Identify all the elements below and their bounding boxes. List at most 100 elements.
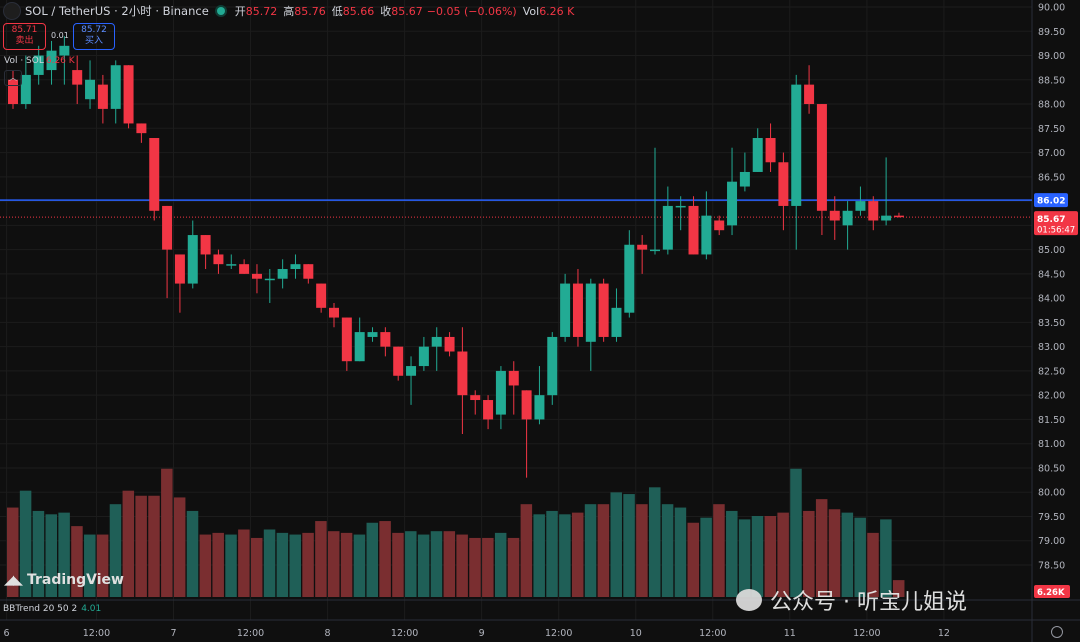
buy-price: 85.72 <box>81 25 107 35</box>
candle-body <box>893 215 904 218</box>
volume-bar <box>738 519 751 597</box>
candle-body <box>868 201 879 221</box>
candle-body <box>881 215 892 221</box>
candle-body <box>714 220 725 231</box>
volume-bar <box>571 512 584 597</box>
volume-bar <box>328 531 340 597</box>
gear-icon[interactable] <box>1051 626 1063 638</box>
volume-bar <box>546 510 558 597</box>
volume-bar <box>469 537 481 597</box>
candle-body <box>611 307 622 337</box>
volume-bar <box>225 534 237 597</box>
time-tick-label: 12 <box>938 628 950 639</box>
tradingview-text: TradingView <box>27 572 124 588</box>
watermark-text: 公众号 · 听宝儿姐说 <box>770 590 967 615</box>
close-label: 收 <box>380 5 392 18</box>
candle-body <box>662 205 673 250</box>
volume-bar <box>841 512 854 597</box>
volume-bar <box>289 534 301 597</box>
volume-bar <box>777 512 789 597</box>
bbtrend-value: 4.01 <box>81 604 102 614</box>
candle-body <box>341 317 352 362</box>
volume-bar <box>353 534 366 597</box>
candle-body <box>650 249 660 252</box>
candle-body <box>136 123 147 134</box>
open-value: 85.72 <box>245 4 278 18</box>
sell-label: 卖出 <box>15 36 34 46</box>
candle-body <box>752 138 763 172</box>
time-tick-label: 11 <box>784 628 796 639</box>
price-tick-label: 87.50 <box>1038 124 1065 135</box>
candle-body <box>778 162 789 206</box>
price-tick-label: 86.50 <box>1038 172 1065 183</box>
bbtrend-label: BBTrend 20 50 2 <box>3 604 78 614</box>
volume-bar <box>379 521 391 597</box>
candle-body <box>85 79 96 100</box>
volume-bar <box>302 532 314 597</box>
price-tick-label: 79.50 <box>1038 512 1065 523</box>
volume-bar <box>340 532 353 597</box>
candle-body <box>393 346 404 376</box>
time-tick-label: 12:00 <box>699 628 726 639</box>
time-tick-label: 12:00 <box>83 628 110 639</box>
time-tick-label: 9 <box>479 628 485 639</box>
candle-body <box>329 307 339 318</box>
price-tick-label: 87.00 <box>1038 148 1065 159</box>
volume-bar <box>186 510 199 597</box>
price-tick-label: 80.00 <box>1038 488 1065 499</box>
chevron-up-icon[interactable]: ︿ <box>4 70 22 86</box>
volume-bar <box>456 534 468 597</box>
candle-body <box>483 400 494 420</box>
bbtrend-indicator[interactable]: BBTrend 20 50 2 4.01 <box>3 604 101 614</box>
buy-label: 买入 <box>84 36 103 46</box>
time-tick-label: 12:00 <box>391 628 418 639</box>
candle-body <box>842 210 853 226</box>
symbol-title[interactable]: SOL / TetherUS · 2小时 · Binance <box>25 4 209 18</box>
volume-bar <box>392 532 404 597</box>
volume-legend-value: 6.26 K <box>45 56 75 66</box>
candle-body <box>637 244 648 250</box>
candle-body <box>20 74 31 105</box>
price-tick-label: 81.50 <box>1038 415 1065 426</box>
volume-bar <box>443 531 456 597</box>
candle-body <box>765 138 776 163</box>
volume-bar <box>96 534 109 597</box>
volume-bar <box>674 507 687 597</box>
volume-bar <box>135 495 147 597</box>
candle-body <box>316 283 327 308</box>
candle-body <box>624 244 635 313</box>
price-tick-label: 82.50 <box>1038 366 1065 377</box>
candle-body <box>303 264 314 279</box>
time-tick-label: 12:00 <box>237 628 264 639</box>
volume-legend[interactable]: Vol · SOL 6.26 K <box>4 56 75 66</box>
volume-bar <box>238 529 250 597</box>
candle-body <box>816 104 827 211</box>
vol-label: Vol <box>522 4 540 18</box>
volume-bar <box>828 509 841 597</box>
hline-tag-label: 86.02 <box>1037 197 1065 207</box>
volume-bar <box>405 531 417 597</box>
volume-bar <box>751 516 764 597</box>
high-label: 高 <box>283 5 295 18</box>
candle-body <box>251 273 262 279</box>
candle-body <box>46 50 57 71</box>
candle-body <box>688 205 699 255</box>
volume-bar <box>649 487 661 597</box>
volume-bar <box>430 531 443 597</box>
change-value: −0.05 (−0.06%) <box>426 4 517 18</box>
high-value: 85.76 <box>294 4 326 18</box>
candle-body <box>431 336 442 347</box>
time-tick-label: 7 <box>170 628 176 639</box>
price-tick-label: 84.00 <box>1038 294 1065 305</box>
spread-value: 0.01 <box>51 31 69 40</box>
candle-body <box>8 79 18 105</box>
volume-bar <box>122 490 135 597</box>
sell-button[interactable]: 85.71 卖出 <box>3 23 46 50</box>
time-tick-label: 12:00 <box>853 628 880 639</box>
buy-button[interactable]: 85.72 买入 <box>73 23 115 50</box>
price-tick-label: 85.00 <box>1038 245 1065 256</box>
last-price-label: 85.67 <box>1037 215 1065 225</box>
volume-bar <box>315 521 327 597</box>
